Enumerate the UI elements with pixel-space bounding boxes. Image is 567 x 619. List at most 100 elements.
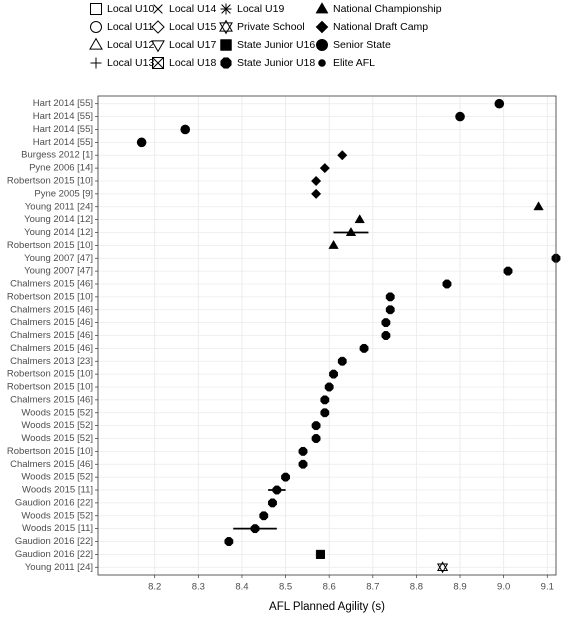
y-tick-label: Hart 2014 [55]: [33, 137, 93, 148]
y-tick-label: Young 2011 [24]: [25, 201, 93, 212]
legend-label: Local U12: [107, 39, 154, 51]
legend-marker: [315, 2, 329, 14]
legend-label: Local U14: [169, 3, 216, 15]
y-tick-label: Young 2007 [47]: [24, 266, 93, 277]
y-tick-label: Hart 2014 [55]: [33, 124, 93, 135]
legend-marker: [152, 57, 164, 69]
y-tick-label: Chalmers 2015 [46]: [10, 317, 93, 328]
x-tick-label: 8.4: [235, 582, 248, 593]
data-point: [136, 137, 147, 148]
data-point: [354, 214, 365, 224]
data-point: [311, 434, 321, 443]
data-point: [337, 150, 348, 161]
y-tick-label: Hart 2014 [55]: [33, 98, 93, 109]
data-point: [319, 163, 330, 174]
y-tick-label: Robertson 2015 [10]: [7, 240, 93, 251]
data-point: [337, 356, 347, 366]
y-tick-label: Hart 2014 [55]: [33, 111, 93, 122]
y-tick-label: Robertson 2015 [10]: [7, 175, 93, 186]
data-point: [533, 201, 544, 211]
data-point: [180, 124, 191, 135]
legend-marker: [153, 4, 163, 14]
x-tick-label: 8.7: [366, 582, 379, 593]
data-point: [381, 318, 391, 328]
data-point: [311, 175, 322, 187]
legend-marker: [90, 57, 102, 69]
legend-marker: [220, 57, 232, 69]
y-tick-label: Young 2007 [47]: [24, 253, 93, 264]
data-point: [224, 537, 234, 546]
legend-marker: [151, 40, 165, 53]
data-point: [320, 395, 330, 405]
data-point: [268, 498, 277, 508]
legend-label: National Draft Camp: [333, 21, 428, 33]
legend-label: State Junior U16: [237, 39, 315, 51]
legend-label: Local U19: [237, 3, 284, 15]
y-tick-label: Chalmers 2015 [46]: [10, 459, 93, 470]
data-point: [436, 561, 449, 574]
legend-label: Local U17: [169, 39, 216, 51]
y-tick-label: Woods 2015 [52]: [21, 472, 93, 483]
y-tick-label: Woods 2015 [52]: [21, 510, 93, 521]
data-point: [281, 472, 290, 482]
legend-marker: [315, 20, 329, 34]
legend-marker: [318, 59, 326, 67]
y-tick-label: Robertson 2015 [10]: [7, 382, 93, 393]
x-tick-label: 8.6: [323, 582, 336, 593]
data-point: [455, 111, 465, 122]
y-tick-label: Pyne 2006 [14]: [29, 163, 93, 174]
marks: [136, 98, 561, 574]
y-tick-label: Robertson 2015 [10]: [7, 291, 93, 302]
legend-label: National Championship: [333, 3, 442, 15]
data-point: [272, 485, 282, 495]
legend-label: Local U13: [107, 57, 154, 69]
data-point: [345, 227, 357, 236]
x-tick-label: 8.8: [410, 582, 423, 593]
data-point: [442, 279, 452, 289]
legend-label: Local U11: [107, 21, 154, 33]
x-axis-title: AFL Planned Agility (s): [269, 601, 385, 613]
y-tick-label: Woods 2015 [52]: [21, 420, 93, 431]
legend-label: Senior State: [333, 39, 391, 51]
y-tick-label: Gaudion 2016 [22]: [15, 536, 93, 547]
legend-marker: [151, 20, 165, 34]
legend-label: State Junior U18: [237, 57, 315, 69]
data-point: [250, 524, 260, 534]
legend-label: Local U18: [169, 57, 216, 69]
legend-marker: [316, 39, 328, 51]
y-tick-label: Woods 2015 [52]: [21, 433, 93, 444]
legend-marker: [89, 37, 103, 50]
data-point: [298, 459, 308, 469]
y-tick-label: Burgess 2012 [1]: [21, 150, 93, 161]
y-tick-label: Robertson 2015 [10]: [7, 369, 93, 380]
legend-label: Local U15: [169, 21, 216, 33]
data-point: [311, 188, 322, 199]
legend-marker: [90, 3, 102, 15]
legend-marker: [220, 3, 232, 15]
y-tick-label: Chalmers 2015 [46]: [10, 304, 93, 315]
data-point: [494, 98, 505, 109]
legend: Local U10 Local U11 Local U12 Local U13 Loca…: [89, 2, 442, 69]
y-tick-label: Robertson 2015 [10]: [7, 446, 93, 457]
x-tick-label: 8.2: [148, 582, 161, 593]
data-point: [259, 511, 269, 521]
data-point: [385, 305, 395, 315]
y-tick-label: Gaudion 2016 [22]: [15, 497, 93, 508]
x-tick-label: 9.1: [541, 582, 554, 593]
data-point: [329, 369, 338, 379]
y-tick-label: Chalmers 2015 [46]: [10, 394, 93, 405]
y-tick-label: Chalmers 2015 [46]: [10, 279, 93, 290]
data-point: [381, 331, 391, 340]
y-tick-label: Woods 2015 [11]: [22, 485, 93, 496]
data-point: [298, 446, 308, 456]
x-tick-label: 8.5: [279, 582, 292, 593]
x-tick-label: 8.9: [453, 582, 466, 593]
y-tick-label: Gaudion 2016 [22]: [15, 549, 93, 560]
data-point: [320, 408, 330, 418]
legend-label: Local U10: [107, 3, 154, 15]
legend-marker: [219, 19, 233, 35]
data-point: [385, 292, 395, 302]
y-tick-label: Woods 2015 [11]: [22, 523, 93, 534]
legend-label: Private School: [237, 21, 305, 33]
